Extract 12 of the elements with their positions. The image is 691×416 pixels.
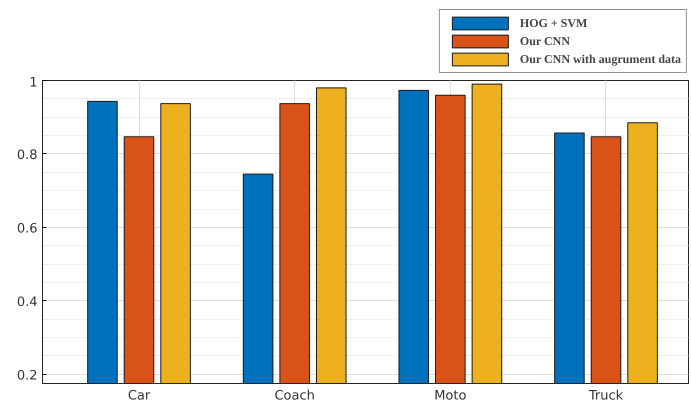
y-tick-label: 0.4	[16, 294, 38, 310]
x-tick-label: Coach	[274, 388, 315, 404]
legend-label: HOG + SVM	[520, 15, 588, 31]
x-tick-label: Moto	[434, 388, 466, 404]
y-tick-label: 1	[29, 76, 38, 90]
x-tick-label: Truck	[588, 388, 624, 404]
legend-label: Our CNN	[520, 33, 570, 49]
x-tick-label: Car	[128, 388, 151, 404]
y-tick-label: 0.2	[16, 368, 38, 384]
legend-label: Our CNN with augrument data	[520, 51, 681, 67]
y-tick-label: 0.8	[16, 148, 38, 163]
y-tick-label: 0.6	[16, 221, 38, 236]
